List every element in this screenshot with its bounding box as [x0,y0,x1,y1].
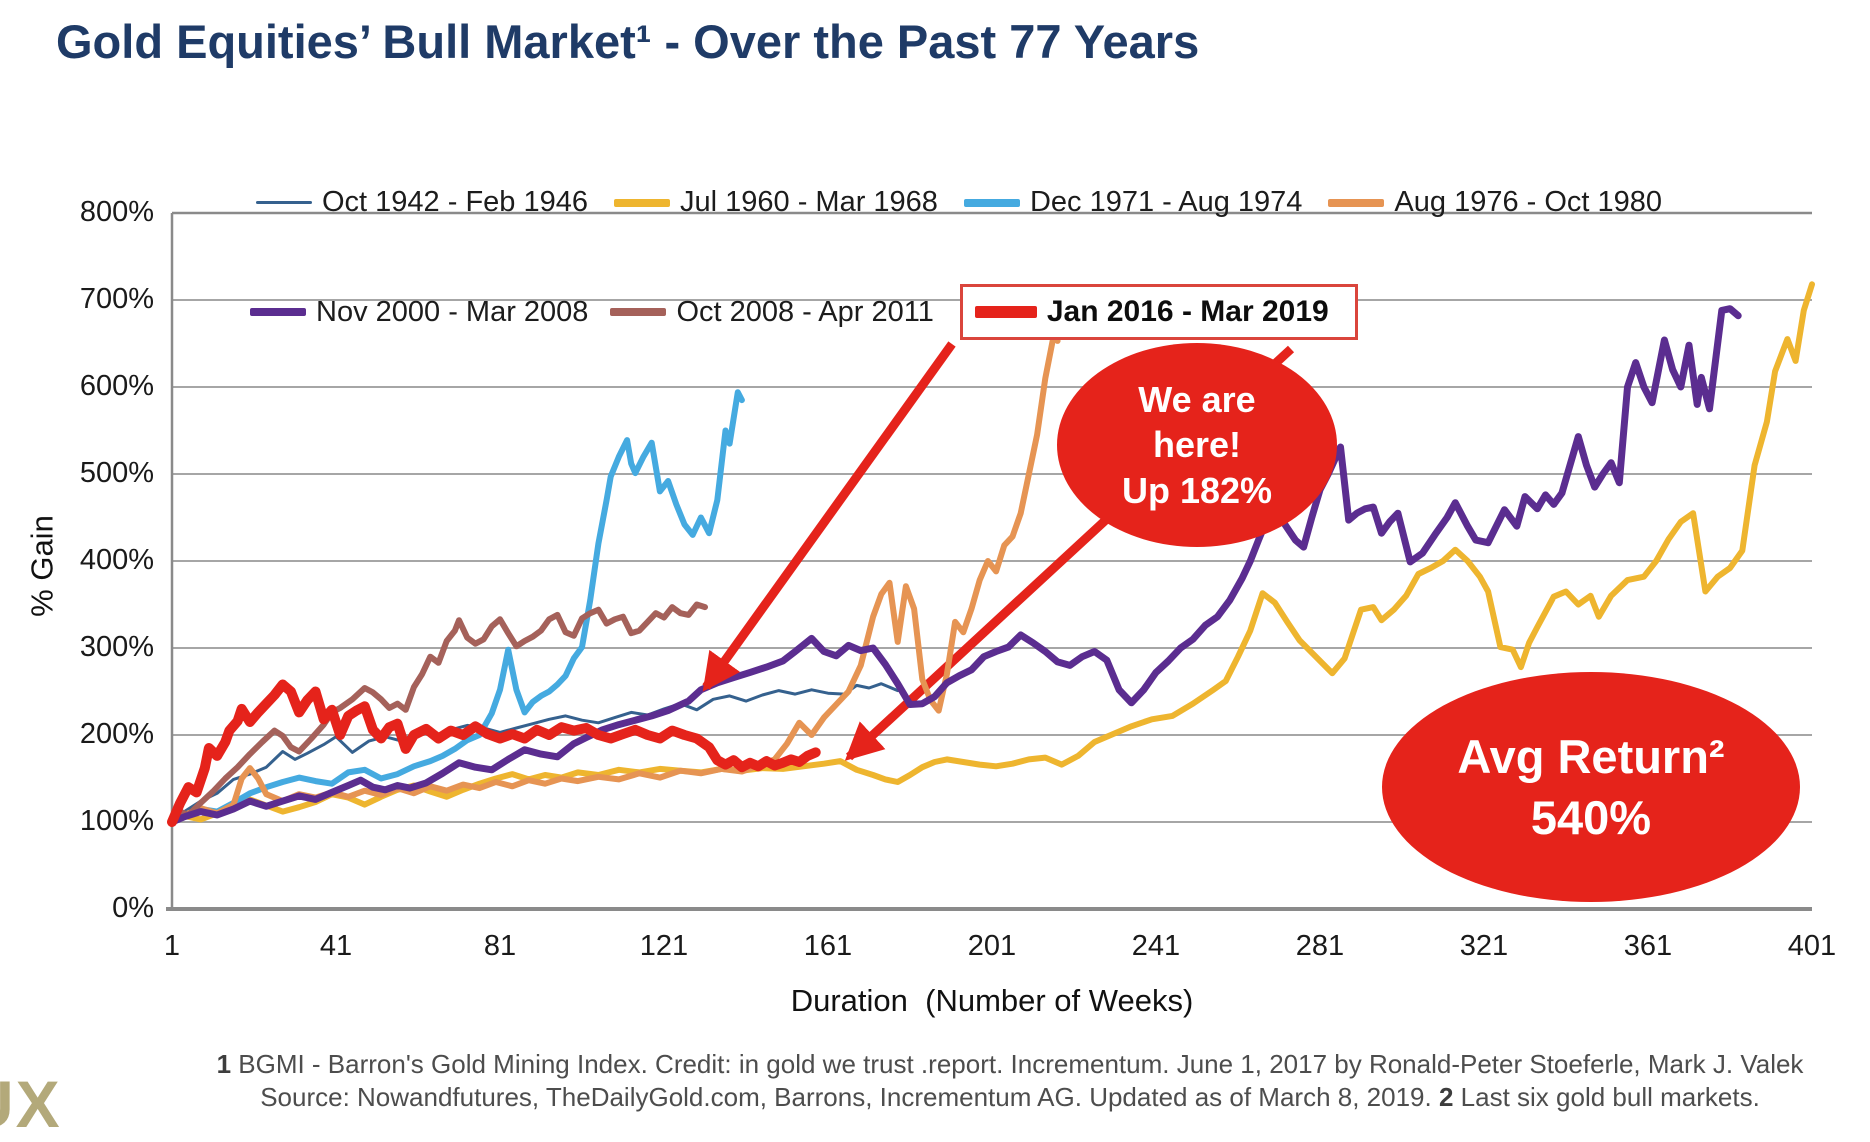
x-tick-label-41: 41 [319,930,353,962]
footnote-marker-1: 1 [216,1049,232,1079]
legend-label: Jan 2016 - Mar 2019 [1046,295,1329,328]
legend-label: Dec 1971 - Aug 1974 [1029,186,1303,218]
series-line-nov-2000-mar-2008 [168,305,1742,826]
footnote-text-1: BGMI - Barron's Gold Mining Index. Credi… [231,1049,1804,1079]
y-tick-label-500%: 500% [79,457,154,489]
legend-item-oct-2008-apr-2011: Oct 2008 - Apr 2011 [610,295,934,329]
y-tick-label-800%: 800% [79,196,154,228]
y-tick-label-700%: 700% [79,283,154,315]
y-tick-label-100%: 100% [79,805,154,837]
footnote-text-2a: Source: Nowandfutures, TheDailyGold.com,… [260,1081,1439,1112]
legend-row-2: Nov 2000 - Mar 2008 Oct 2008 - Apr 2011 Ja… [250,284,1358,340]
y-axis-title: % Gain [24,515,60,617]
legend-item-nov-2000-mar-2008: Nov 2000 - Mar 2008 [250,296,588,329]
legend-label: Nov 2000 - Mar 2008 [316,295,589,328]
legend-swatch [1328,198,1385,207]
legend-swatch [974,306,1037,318]
page-title: Gold Equities’ Bull Market¹ - Over the P… [56,15,1200,68]
arrow-from-legend [702,341,956,692]
y-tick-label-300%: 300% [79,631,154,663]
legend-item-jan-2016-mar-2019: Jan 2016 - Mar 2019 [959,284,1358,340]
partial-logo: UX [0,1067,62,1141]
legend-item-oct-1942-feb-1946: Oct 1942 - Feb 1946 [256,186,588,219]
legend-label: Oct 2008 - Apr 2011 [676,295,934,328]
we-are-here-ellipse [1057,343,1337,547]
x-tick-label-281: 281 [1295,930,1345,962]
footnote-line-2: Source: Nowandfutures, TheDailyGold.com,… [170,1081,1850,1114]
footnote-text-2b: Last six gold bull markets. [1453,1081,1760,1112]
x-axis-title: Duration (Number of Weeks) [790,983,1194,1018]
legend-swatch [610,308,667,316]
y-tick-label-400%: 400% [79,544,154,576]
x-tick-label-121: 121 [639,930,689,962]
we-are-here-annotation: We are here! Up 182% [1057,348,1337,542]
legend-swatch [614,198,670,207]
avg-return-ellipse [1382,672,1800,902]
we-are-here-line1: We are [1138,378,1256,420]
legend-label: Jul 1960 - Mar 1968 [680,186,938,218]
we-are-here-line2: here! [1152,424,1242,466]
x-tick-label-401: 401 [1787,930,1837,962]
we-are-here-line3: Up 182% [1121,469,1273,511]
footnote: 1 BGMI - Barron's Gold Mining Index. Cre… [170,1048,1850,1113]
legend-swatch [250,308,306,316]
avg-return-line2: 540% [1530,791,1652,844]
legend-label: Oct 1942 - Feb 1946 [322,186,588,218]
legend-label: Aug 1976 - Oct 1980 [1394,186,1663,218]
x-tick-label-321: 321 [1459,930,1509,962]
legend-item-jul-1960-mar-1968: Jul 1960 - Mar 1968 [614,186,938,219]
y-tick-label-600%: 600% [79,370,154,402]
footnote-line-1: 1 BGMI - Barron's Gold Mining Index. Cre… [170,1048,1850,1081]
series-line-jan-2016-mar-2019 [167,679,821,827]
legend-row-1: Oct 1942 - Feb 1946 Jul 1960 - Mar 1968 De… [256,186,1662,219]
y-tick-label-0%: 0% [112,892,154,924]
x-tick-label-201: 201 [967,930,1017,962]
footnote-marker-2: 2 [1438,1081,1454,1112]
x-tick-label-81: 81 [483,930,517,962]
series-line-oct-1942-feb-1946 [170,682,900,824]
series-line-dec-1971-aug-1974 [169,389,745,825]
avg-return-line1: Avg Return² [1457,729,1725,783]
x-tick-label-161: 161 [803,930,853,962]
x-tick-label-241: 241 [1131,930,1181,962]
x-tick-label-361: 361 [1623,930,1673,962]
x-tick-label-1: 1 [163,930,181,962]
y-tick-label-200%: 200% [79,718,154,750]
legend-swatch [256,201,312,204]
legend-item-aug-1976-oct-1980: Aug 1976 - Oct 1980 [1328,186,1662,219]
legend-swatch [963,198,1020,207]
series-line-oct-2008-apr-2011 [169,601,708,825]
legend-item-dec-1971-aug-1974: Dec 1971 - Aug 1974 [963,186,1303,219]
avg-return-annotation: Avg Return² 540% [1383,676,1799,898]
